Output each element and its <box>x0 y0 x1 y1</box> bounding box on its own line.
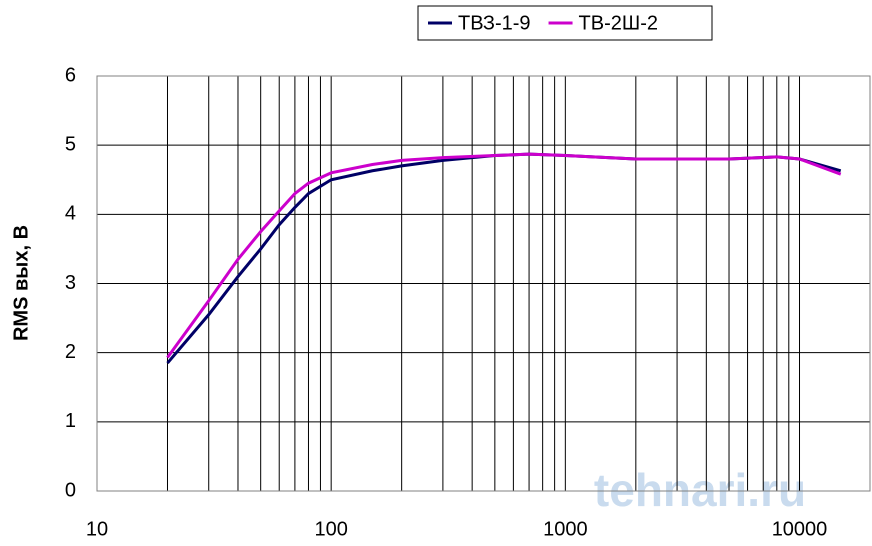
y-tick-label: 1 <box>65 410 76 432</box>
x-tick-label: 10 <box>86 518 108 540</box>
y-tick-label: 6 <box>65 64 76 86</box>
legend-label: ТВ-2Ш-2 <box>579 12 658 34</box>
y-tick-label: 2 <box>65 341 76 363</box>
y-tick-label: 0 <box>65 479 76 501</box>
plot-border <box>96 75 871 492</box>
y-axis-label: RMS вых, В <box>10 225 32 341</box>
line-series <box>166 152 842 365</box>
y-tick-label: 4 <box>65 203 76 225</box>
line-series <box>166 152 842 359</box>
y-tick-label: 3 <box>65 272 76 294</box>
legend-label: ТВЗ-1-9 <box>458 12 531 34</box>
watermark: tehnari.ru <box>594 464 806 516</box>
y-tick-label: 5 <box>65 133 76 155</box>
x-tick-label: 1000 <box>543 518 588 540</box>
x-tick-label: 10000 <box>772 518 828 540</box>
x-tick-label: 100 <box>314 518 347 540</box>
